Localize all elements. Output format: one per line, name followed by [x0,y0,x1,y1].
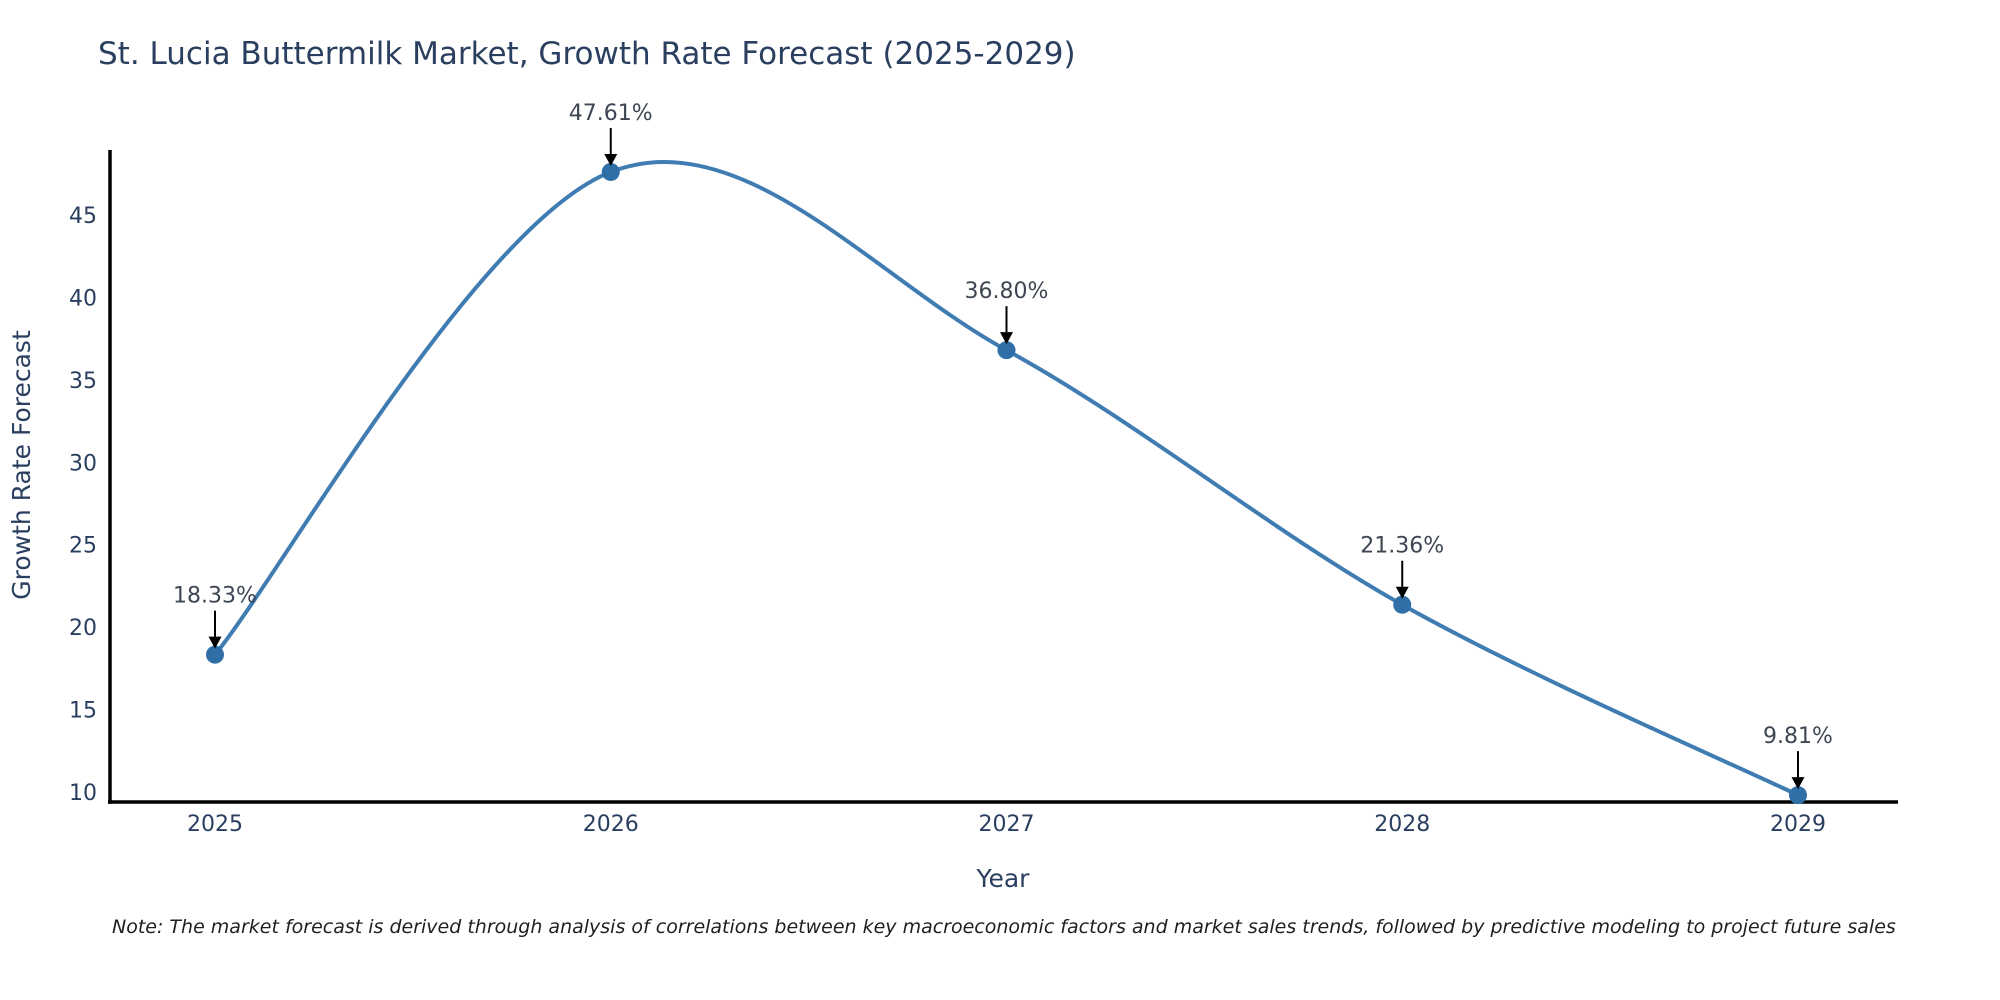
point-annotation-label: 21.36% [1360,534,1444,559]
data-point-marker [1393,595,1412,614]
x-tick-label: 2025 [187,812,243,837]
plot-layer: 2025 2026 2027 2028 2029101520253035404518.3… [69,101,1833,837]
annotation-arrowhead-icon [1000,332,1013,345]
x-tick-label: 2027 [979,812,1035,837]
data-point-marker [997,341,1016,360]
annotation-arrowhead-icon [208,636,222,649]
y-tick-label: 25 [69,534,97,559]
y-tick-label: 15 [69,699,97,724]
methodology-footnote: Note: The market forecast is derived thr… [112,916,1896,938]
point-annotation-label: 36.80% [965,279,1049,304]
x-tick-label: 2028 [1374,812,1430,837]
data-point-marker [601,162,620,181]
y-tick-label: 35 [69,369,97,394]
annotation-arrowhead-icon [1791,777,1805,790]
y-tick-label: 45 [69,204,97,229]
data-point-marker [1789,786,1807,805]
data-point-marker [206,645,224,664]
y-tick-label: 40 [69,286,97,311]
x-tick-label: 2029 [1770,812,1826,837]
point-annotation-label: 9.81% [1763,724,1833,749]
annotation-arrowhead-icon [1395,586,1409,599]
point-annotation-label: 47.61% [569,101,653,126]
annotation-arrowhead-icon [604,153,618,166]
y-axis-title: Growth Rate Forecast [7,330,36,600]
x-tick-label: 2026 [583,812,639,837]
growth-rate-line [213,160,1800,798]
y-tick-label: 20 [69,616,97,641]
y-tick-label: 30 [69,451,97,476]
y-tick-label: 10 [69,781,97,806]
x-axis-title: Year [976,864,1031,893]
chart-title: St. Lucia Buttermilk Market, Growth Rate… [98,36,1076,72]
point-annotation-label: 18.33% [173,584,257,609]
